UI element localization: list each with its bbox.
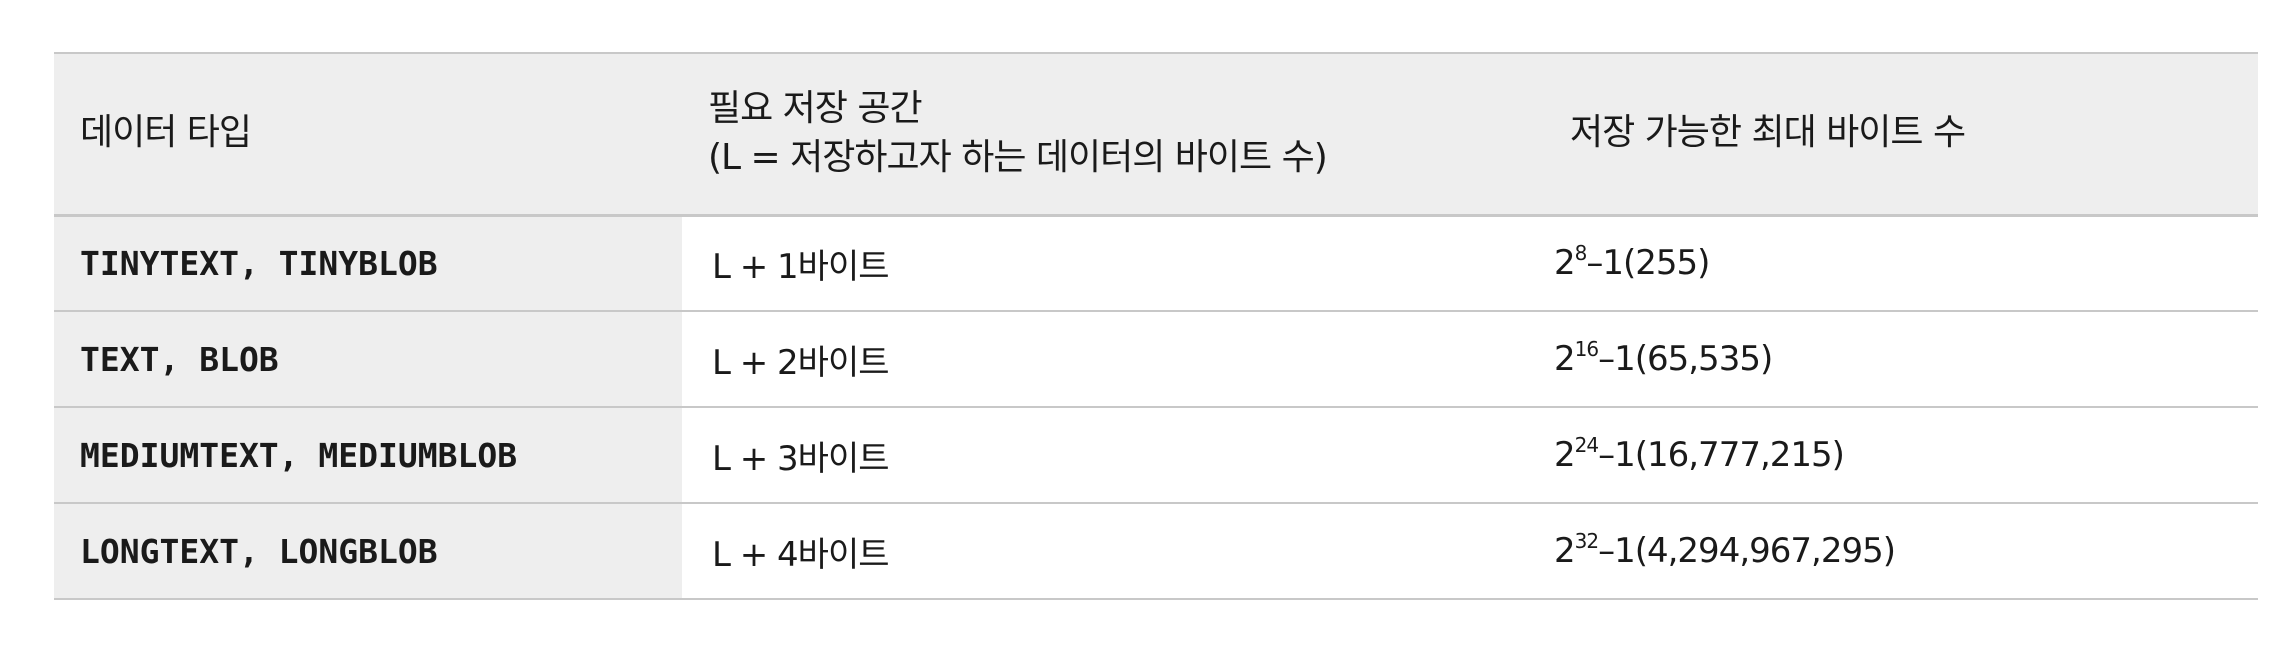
space-cell: L + 4바이트 — [682, 503, 1544, 600]
max-rest: –1(4,294,967,295) — [1598, 531, 1896, 571]
table-row: MEDIUMTEXT, MEDIUMBLOB L + 3바이트 224–1(16… — [54, 407, 2258, 504]
max-rest: –1(16,777,215) — [1598, 435, 1845, 475]
max-bytes-cell: 224–1(16,777,215) — [1544, 407, 2258, 504]
table-header: 데이터 타입 필요 저장 공간 (L = 저장하고자 하는 데이터의 바이트 수… — [54, 52, 2258, 217]
type-cell: MEDIUMTEXT, MEDIUMBLOB — [54, 407, 682, 504]
header-required-storage: 필요 저장 공간 (L = 저장하고자 하는 데이터의 바이트 수) — [682, 52, 1544, 217]
max-base: 2 — [1554, 531, 1576, 571]
data-table: 데이터 타입 필요 저장 공간 (L = 저장하고자 하는 데이터의 바이트 수… — [54, 52, 2258, 600]
space-cell: L + 1바이트 — [682, 215, 1544, 312]
max-rest: –1(65,535) — [1598, 339, 1773, 379]
table-row: TEXT, BLOB L + 2바이트 216–1(65,535) — [54, 311, 2258, 408]
space-cell: L + 3바이트 — [682, 407, 1544, 504]
type-cell: TEXT, BLOB — [54, 311, 682, 408]
max-base: 2 — [1554, 339, 1576, 379]
type-cell: LONGTEXT, LONGBLOB — [54, 503, 682, 600]
max-bytes-cell: 232–1(4,294,967,295) — [1544, 503, 2258, 600]
max-base: 2 — [1554, 435, 1576, 475]
max-exponent: 32 — [1574, 529, 1599, 553]
max-rest: –1(255) — [1586, 243, 1710, 284]
max-exponent: 16 — [1574, 337, 1599, 361]
header-max-bytes: 저장 가능한 최대 바이트 수 — [1544, 52, 2258, 217]
header-required-storage-title: 필요 저장 공간 — [708, 88, 923, 130]
table-row: LONGTEXT, LONGBLOB L + 4바이트 232–1(4,294,… — [54, 503, 2258, 600]
type-cell: TINYTEXT, TINYBLOB — [54, 215, 682, 312]
space-cell: L + 2바이트 — [682, 311, 1544, 408]
max-exponent: 8 — [1574, 241, 1588, 266]
max-bytes-cell: 216–1(65,535) — [1544, 311, 2258, 408]
max-exponent: 24 — [1574, 433, 1599, 457]
max-base: 2 — [1554, 243, 1576, 284]
text-blob-storage-table: 데이터 타입 필요 저장 공간 (L = 저장하고자 하는 데이터의 바이트 수… — [54, 52, 2258, 600]
header-required-storage-note: (L = 저장하고자 하는 데이터의 바이트 수) — [708, 136, 1328, 178]
max-bytes-cell: 28–1(255) — [1544, 215, 2258, 312]
table-row: TINYTEXT, TINYBLOB L + 1바이트 28–1(255) — [54, 215, 2258, 312]
header-data-type: 데이터 타입 — [54, 52, 682, 217]
header-row: 데이터 타입 필요 저장 공간 (L = 저장하고자 하는 데이터의 바이트 수… — [54, 52, 2258, 217]
table-body: TINYTEXT, TINYBLOB L + 1바이트 28–1(255) TE… — [54, 215, 2258, 600]
